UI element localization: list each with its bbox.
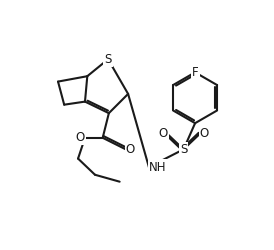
Text: O: O bbox=[76, 131, 85, 144]
Text: S: S bbox=[104, 53, 112, 66]
Text: O: O bbox=[126, 143, 135, 156]
Text: O: O bbox=[200, 128, 209, 140]
Text: F: F bbox=[192, 66, 198, 79]
Text: NH: NH bbox=[149, 160, 166, 173]
Text: S: S bbox=[180, 143, 187, 156]
Text: O: O bbox=[158, 128, 167, 140]
